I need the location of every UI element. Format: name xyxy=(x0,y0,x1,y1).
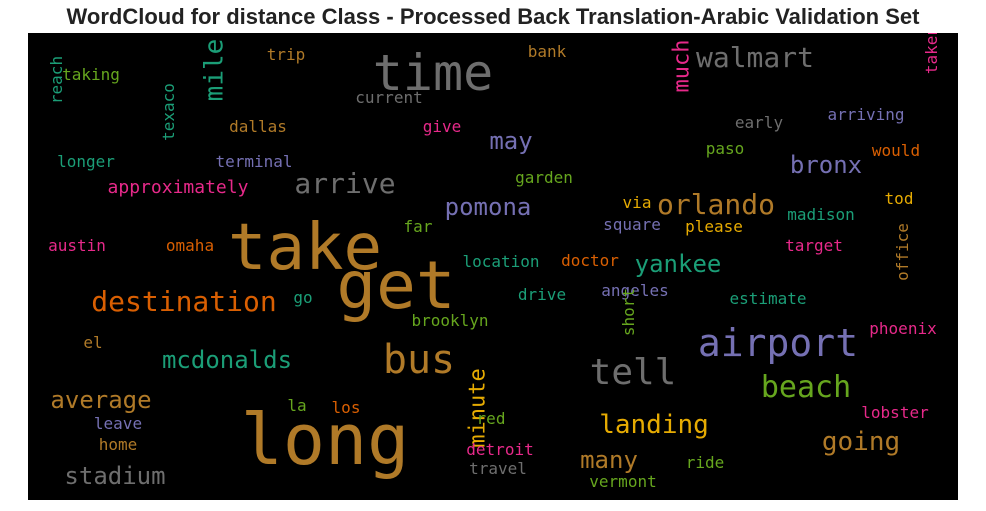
word-square: square xyxy=(603,217,661,233)
word-tell: tell xyxy=(590,355,677,391)
word-destination: destination xyxy=(91,288,276,316)
word-bronx: bronx xyxy=(790,153,862,177)
word-lobster: lobster xyxy=(861,405,928,421)
word-beach: beach xyxy=(761,373,851,403)
word-home: home xyxy=(99,437,138,453)
word-would: would xyxy=(872,143,920,159)
word-approximately: approximately xyxy=(108,179,249,197)
word-arrive: arrive xyxy=(294,170,395,198)
word-texaco: texaco xyxy=(161,83,177,141)
word-landing: landing xyxy=(599,412,709,438)
word-el: el xyxy=(83,335,102,351)
word-trip: trip xyxy=(267,47,306,63)
word-estimate: estimate xyxy=(729,291,806,307)
word-leave: leave xyxy=(94,416,142,432)
word-long: long xyxy=(241,405,410,475)
word-pomona: pomona xyxy=(445,195,532,219)
word-los: los xyxy=(332,400,361,416)
word-walmart: walmart xyxy=(696,44,814,72)
word-short: short xyxy=(621,288,637,336)
word-austin: austin xyxy=(48,238,106,254)
word-madison: madison xyxy=(787,207,854,223)
word-mcdonalds: mcdonalds xyxy=(162,348,292,372)
word-cloud: take get long time airport bus tell destination… xyxy=(28,33,958,500)
word-ride: ride xyxy=(686,455,725,471)
word-current: current xyxy=(355,90,422,106)
word-longer: longer xyxy=(57,154,115,170)
word-going: going xyxy=(822,429,900,455)
word-give: give xyxy=(423,119,462,135)
word-phoenix: phoenix xyxy=(869,321,936,337)
word-via: via xyxy=(623,195,652,211)
word-average: average xyxy=(50,388,151,412)
word-please: please xyxy=(685,219,743,235)
word-yankee: yankee xyxy=(635,252,722,276)
word-red: red xyxy=(477,411,506,427)
word-dallas: dallas xyxy=(229,119,287,135)
word-la: la xyxy=(287,398,306,414)
word-much: much xyxy=(671,39,693,92)
word-early: early xyxy=(735,115,783,131)
word-taken: taken xyxy=(924,33,940,74)
word-omaha: omaha xyxy=(166,238,214,254)
word-stadium: stadium xyxy=(64,464,165,488)
word-travel: travel xyxy=(469,461,527,477)
word-paso: paso xyxy=(706,141,745,157)
word-target: target xyxy=(785,238,843,254)
word-far: far xyxy=(404,219,433,235)
word-bus: bus xyxy=(383,340,455,380)
word-garden: garden xyxy=(515,170,573,186)
word-bank: bank xyxy=(528,44,567,60)
word-tod: tod xyxy=(885,191,914,207)
word-mile: mile xyxy=(201,38,227,101)
word-many: many xyxy=(580,448,638,472)
chart-title: WordCloud for distance Class - Processed… xyxy=(0,4,986,30)
word-go: go xyxy=(293,290,312,306)
word-location: location xyxy=(462,254,539,270)
word-get: get xyxy=(336,253,455,319)
word-doctor: doctor xyxy=(561,253,619,269)
word-arriving: arriving xyxy=(827,107,904,123)
word-office: office xyxy=(895,223,911,281)
word-taking: taking xyxy=(62,67,120,83)
word-may: may xyxy=(489,129,532,153)
word-airport: airport xyxy=(698,324,858,362)
word-brooklyn: brooklyn xyxy=(411,313,488,329)
word-detroit: detroit xyxy=(466,442,533,458)
word-orlando: orlando xyxy=(657,191,775,219)
word-vermont: vermont xyxy=(589,474,656,490)
word-terminal: terminal xyxy=(215,154,292,170)
word-drive: drive xyxy=(518,287,566,303)
